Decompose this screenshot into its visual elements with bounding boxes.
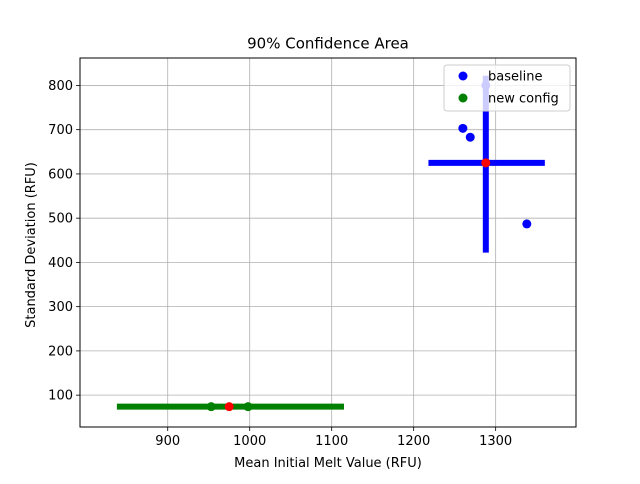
plot-frame (79, 57, 577, 428)
series-1-point (465, 132, 475, 142)
y-tick-label: 300 (48, 300, 73, 315)
x-tick-label: 900 (155, 434, 180, 449)
x-axis-ticks: 900 1000 1100 1200 1300 (155, 427, 512, 449)
series-2-center-point (224, 402, 234, 412)
series-1-point (522, 219, 532, 229)
x-tick-label: 1300 (479, 434, 512, 449)
legend: baseline new config (443, 64, 571, 112)
chart-title: 90% Confidence Area (247, 35, 409, 53)
x-tick-label: 1200 (397, 434, 430, 449)
x-tick-label: 1100 (315, 434, 348, 449)
legend-box (443, 64, 571, 112)
y-tick-label: 800 (48, 79, 73, 94)
y-axis-ticks: 100 200 300 400 500 600 700 800 (48, 79, 80, 404)
y-tick-label: 600 (48, 167, 73, 182)
legend-label: new config (488, 92, 559, 107)
y-axis-label: Standard Deviation (RFU) (24, 162, 39, 328)
grid (80, 58, 576, 427)
legend-label: baseline (488, 70, 542, 85)
y-tick-label: 700 (48, 123, 73, 138)
series-2-point (243, 402, 253, 412)
y-tick-label: 200 (48, 344, 73, 359)
x-tick-label: 1000 (233, 434, 266, 449)
legend-marker (458, 71, 468, 81)
y-tick-label: 400 (48, 256, 73, 271)
series-1-center-point (481, 158, 491, 168)
legend-marker (458, 93, 468, 103)
x-axis-label: Mean Initial Melt Value (RFU) (234, 456, 422, 471)
y-tick-label: 500 (48, 212, 73, 227)
series-1-point (458, 123, 468, 133)
series-2-point (206, 402, 216, 412)
y-tick-label: 100 (48, 389, 73, 404)
